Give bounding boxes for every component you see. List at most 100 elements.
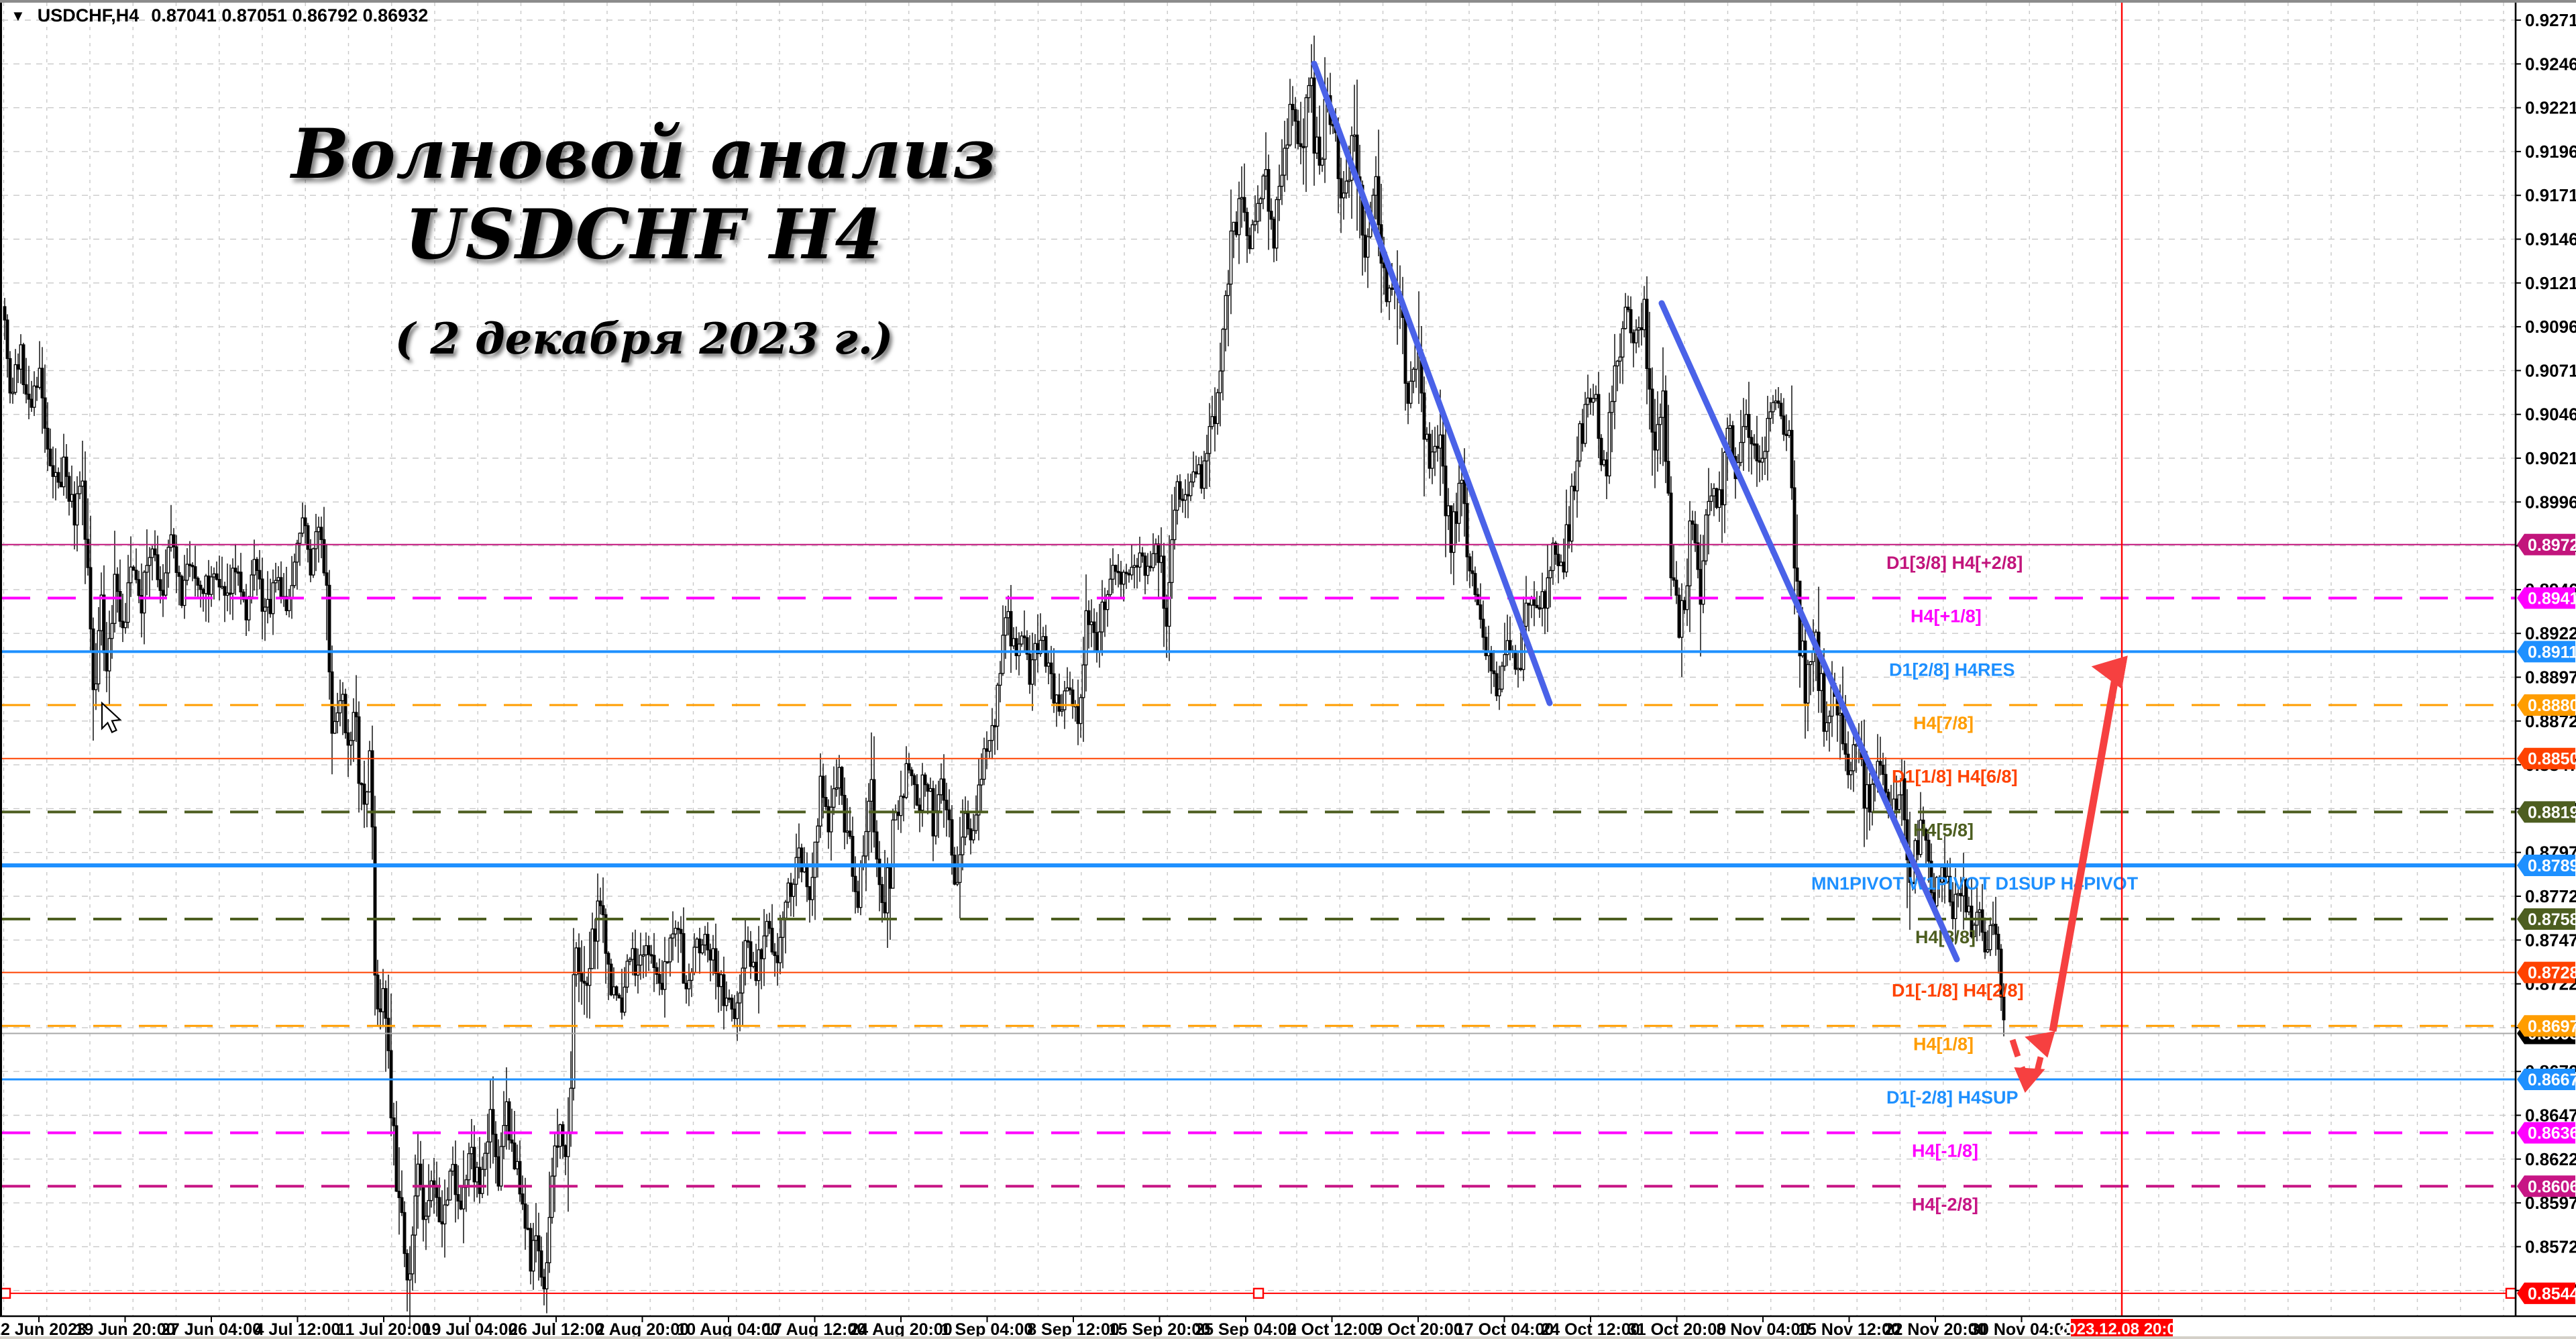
trendline-down-1[interactable] bbox=[1311, 60, 1553, 706]
line-handle[interactable] bbox=[0, 1287, 11, 1299]
candle-body bbox=[1441, 434, 1445, 467]
candle-body bbox=[1006, 610, 1010, 619]
trendline-down-2[interactable] bbox=[1658, 300, 1960, 963]
candle-body bbox=[738, 992, 742, 1004]
candle-body bbox=[1130, 566, 1134, 576]
candle-body bbox=[735, 1002, 739, 1020]
candle-body bbox=[1425, 433, 1429, 440]
candle-body bbox=[429, 1180, 433, 1201]
candle-body bbox=[824, 797, 828, 807]
symbol-dropdown-icon[interactable]: ▼ bbox=[11, 7, 25, 24]
candle-body bbox=[1618, 356, 1622, 362]
candle-body bbox=[129, 566, 133, 584]
candle-body bbox=[279, 577, 283, 598]
candle-body bbox=[982, 748, 986, 780]
candle-body bbox=[1046, 662, 1051, 667]
candle-body bbox=[1597, 394, 1601, 439]
candle-body bbox=[1181, 498, 1185, 501]
dashed-arrow-up[interactable] bbox=[2025, 1030, 2055, 1075]
candle-body bbox=[1428, 433, 1432, 469]
dashed-arrow-down[interactable] bbox=[2009, 1038, 2045, 1093]
grid bbox=[2, 3, 2516, 1316]
candle-body bbox=[459, 1200, 463, 1210]
candle-body bbox=[821, 775, 825, 798]
level-badge-0.86670 bbox=[2517, 1068, 2575, 1090]
candle-body bbox=[1495, 673, 1499, 696]
candle-body bbox=[217, 578, 221, 588]
candle-body bbox=[416, 1163, 420, 1197]
candle-body bbox=[443, 1204, 447, 1225]
candle-body bbox=[1953, 894, 1957, 920]
candle-body bbox=[861, 855, 865, 865]
candle-body bbox=[1927, 839, 1931, 862]
time-tick-label: 30 Nov 04:00 bbox=[1970, 1320, 2073, 1339]
level-label-0.86365: H4[-1/8] bbox=[1912, 1141, 1978, 1161]
candle-body bbox=[1575, 460, 1579, 492]
candle-body bbox=[1827, 715, 1831, 723]
candle-body bbox=[1994, 924, 1998, 935]
candle-body bbox=[360, 783, 364, 786]
candle-body bbox=[531, 1240, 535, 1272]
candle-body bbox=[1224, 294, 1228, 330]
candle-body bbox=[1543, 591, 1547, 609]
candle-body bbox=[1363, 234, 1367, 258]
candle-body bbox=[644, 945, 648, 955]
candle-body bbox=[792, 883, 796, 897]
candle-body bbox=[54, 472, 58, 477]
candle-body bbox=[1288, 103, 1292, 146]
candle-body bbox=[384, 987, 388, 1019]
candle-body bbox=[255, 559, 259, 572]
candle-body bbox=[370, 750, 374, 828]
candle-body bbox=[875, 831, 879, 860]
candle-body bbox=[1546, 577, 1550, 609]
candle-body bbox=[800, 847, 804, 873]
candle-body bbox=[1012, 638, 1016, 647]
candle-body bbox=[1234, 221, 1238, 235]
candle-body bbox=[1079, 697, 1083, 725]
time-tick-label: 9 Oct 20:00 bbox=[1373, 1320, 1462, 1339]
candle-body bbox=[1629, 309, 1633, 333]
candle-body bbox=[746, 940, 750, 943]
forecast-arrows[interactable] bbox=[2009, 655, 2128, 1093]
candle-body bbox=[1269, 211, 1273, 220]
candle-body bbox=[1524, 602, 1528, 627]
candle-body bbox=[510, 1139, 514, 1144]
candle-body bbox=[400, 1197, 404, 1214]
candle-body bbox=[99, 594, 103, 631]
level-label-0.88501: D1[1/8] H4[6/8] bbox=[1892, 767, 2018, 787]
line-handle[interactable] bbox=[1252, 1287, 1265, 1299]
candle-body bbox=[797, 847, 801, 858]
candle-body bbox=[1642, 299, 1646, 331]
candle-body bbox=[180, 576, 184, 606]
solid-arrow-up[interactable] bbox=[2049, 655, 2128, 1032]
price-tick-label: 0.90715 bbox=[2525, 360, 2576, 380]
candle-body bbox=[1108, 578, 1112, 596]
candle-body bbox=[1253, 221, 1257, 225]
candle-body bbox=[754, 961, 758, 981]
candle-body bbox=[1452, 511, 1456, 553]
level-badge-0.89111-text: 0.89111 bbox=[2528, 643, 2576, 661]
candle-body bbox=[1637, 327, 1641, 331]
candle-body bbox=[590, 928, 594, 969]
candle-body bbox=[805, 864, 809, 888]
candle-body bbox=[759, 949, 763, 959]
candle-body bbox=[789, 882, 793, 897]
level-label-0.89722: D1[3/8] H4[+2/8] bbox=[1886, 553, 2023, 573]
candle-body bbox=[1014, 638, 1018, 657]
candle-body bbox=[1097, 631, 1102, 653]
line-handle[interactable] bbox=[2505, 1287, 2517, 1299]
candle-body bbox=[499, 1146, 503, 1187]
candle-body bbox=[767, 920, 771, 929]
price-axis[interactable]: 0.92715 0.92465 0.92215 0.91965 0.91715 0.914… bbox=[2516, 10, 2576, 1304]
candle-body bbox=[1527, 602, 1531, 606]
candle-body bbox=[601, 905, 605, 916]
candle-body bbox=[1503, 654, 1507, 667]
candle-body bbox=[1929, 861, 1933, 894]
candle-body bbox=[923, 774, 927, 786]
candle-body bbox=[263, 606, 267, 612]
candle-body bbox=[1049, 662, 1053, 675]
candle-body bbox=[330, 671, 334, 734]
